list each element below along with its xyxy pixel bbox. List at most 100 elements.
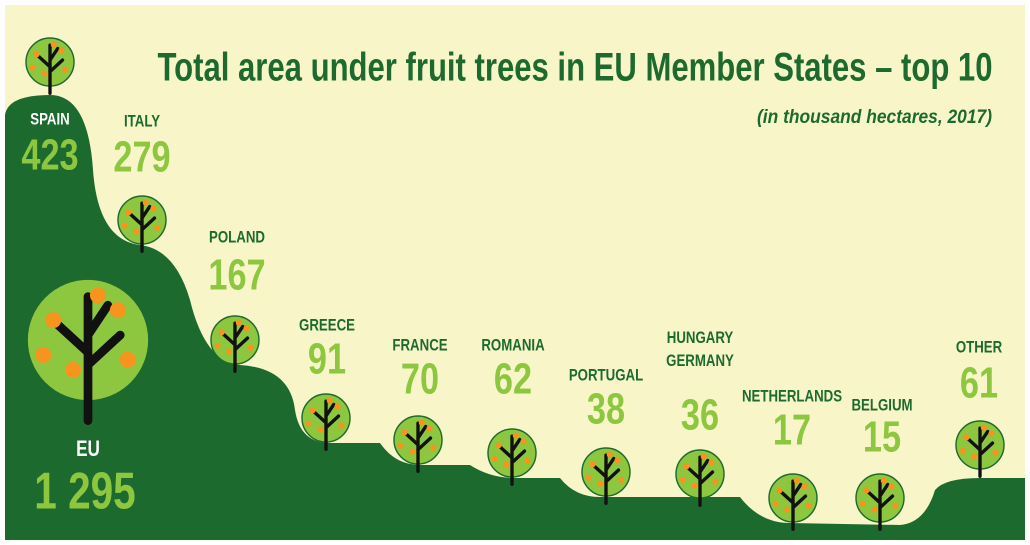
tree-fruit — [892, 502, 899, 509]
tree-fruit — [520, 438, 527, 445]
tree-fruit — [618, 476, 625, 483]
category-label: GREECE — [299, 316, 355, 335]
value-label: 423 — [21, 131, 78, 180]
tree-fruit — [426, 425, 433, 432]
tree-fruit — [121, 222, 128, 229]
tree-fruit — [871, 506, 878, 513]
tree-fruit — [700, 453, 707, 460]
tree — [301, 393, 351, 451]
category-label: BELGIUM — [851, 396, 912, 415]
tree-fruit — [805, 502, 812, 509]
tree-fruit — [247, 344, 254, 351]
tree-fruit — [235, 319, 242, 326]
tree-fruit — [409, 448, 416, 455]
tree-fruit — [334, 403, 341, 410]
tree-fruit — [62, 66, 69, 73]
tree-fruit — [708, 459, 715, 466]
tree-fruit — [133, 228, 140, 235]
tree — [25, 37, 75, 95]
value-label: 167 — [208, 251, 265, 300]
value-label: 91 — [308, 335, 346, 384]
tree-fruit — [338, 422, 345, 429]
tree-fruit — [58, 47, 65, 54]
tree-trunk — [686, 455, 715, 507]
value-label: 15 — [863, 413, 901, 462]
category-label: POLAND — [209, 228, 265, 247]
category-label: PORTUGAL — [569, 366, 643, 385]
tree-fruit — [109, 302, 126, 319]
tree-fruit — [125, 209, 132, 216]
chart-title: Total area under fruit trees in EU Membe… — [158, 46, 993, 90]
tree-fruit — [495, 442, 502, 449]
tree — [117, 195, 167, 253]
tree-fruit — [988, 430, 995, 437]
tree-fruit — [880, 477, 887, 484]
tree-fruit — [150, 205, 157, 212]
tree-fruit — [50, 41, 57, 48]
tree-trunk — [312, 399, 341, 451]
total-label: EU — [76, 437, 100, 462]
tree-fruit — [512, 432, 519, 439]
tree-trunk — [53, 292, 125, 425]
tree — [675, 449, 725, 507]
tree-fruit — [801, 483, 808, 490]
chart-subtitle: (in thousand hectares, 2017) — [757, 107, 992, 128]
tree-fruit — [606, 451, 613, 458]
tree-fruit — [491, 455, 498, 462]
tree-trunk — [866, 479, 895, 531]
tree-trunk — [592, 453, 621, 505]
tree-fruit — [45, 312, 62, 329]
value-label: 38 — [587, 385, 625, 434]
tree-fruit — [142, 199, 149, 206]
tree-fruit — [793, 477, 800, 484]
tree-fruit — [119, 351, 136, 368]
tree-fruit — [971, 453, 978, 460]
tree-fruit — [397, 442, 404, 449]
tree-fruit — [41, 70, 48, 77]
tree-trunk — [779, 479, 808, 531]
tree-trunk — [966, 426, 995, 478]
category-label: ROMANIA — [481, 336, 544, 355]
tree-fruit — [89, 287, 106, 304]
tree-fruit — [589, 461, 596, 468]
tree-trunk — [128, 201, 157, 253]
tree-fruit — [418, 419, 425, 426]
tree-fruit — [33, 51, 40, 58]
tree-trunk — [36, 43, 65, 95]
tree-fruit — [524, 457, 531, 464]
tree-fruit — [29, 64, 36, 71]
tree-fruit — [614, 457, 621, 464]
tree-fruit — [243, 325, 250, 332]
tree-fruit — [154, 224, 161, 231]
category-label: OTHER — [956, 338, 1002, 357]
tree-fruit — [401, 429, 408, 436]
tree-fruit — [430, 444, 437, 451]
tree-fruit — [863, 487, 870, 494]
tree-fruit — [218, 329, 225, 336]
tree-fruit — [226, 348, 233, 355]
category-label: NETHERLANDS — [742, 387, 842, 406]
total-value: 1 295 — [34, 462, 135, 520]
tree-fruit — [597, 480, 604, 487]
tree-fruit — [888, 483, 895, 490]
tree-fruit — [776, 487, 783, 494]
tree-fruit — [585, 474, 592, 481]
tree-fruit — [309, 407, 316, 414]
tree-fruit — [784, 506, 791, 513]
tree-trunk — [498, 434, 527, 486]
category-label: SPAIN — [30, 110, 70, 129]
terrain — [5, 95, 1025, 540]
tree-fruit — [959, 447, 966, 454]
tree-fruit — [305, 420, 312, 427]
value-label: 17 — [773, 406, 811, 455]
tree-fruit — [683, 463, 690, 470]
value-label: 61 — [960, 359, 998, 408]
tree-fruit — [712, 478, 719, 485]
tree — [581, 447, 631, 505]
tree-fruit — [980, 424, 987, 431]
tree — [24, 276, 152, 425]
tree-fruit — [963, 434, 970, 441]
tree-fruit — [859, 500, 866, 507]
tree — [210, 315, 260, 373]
